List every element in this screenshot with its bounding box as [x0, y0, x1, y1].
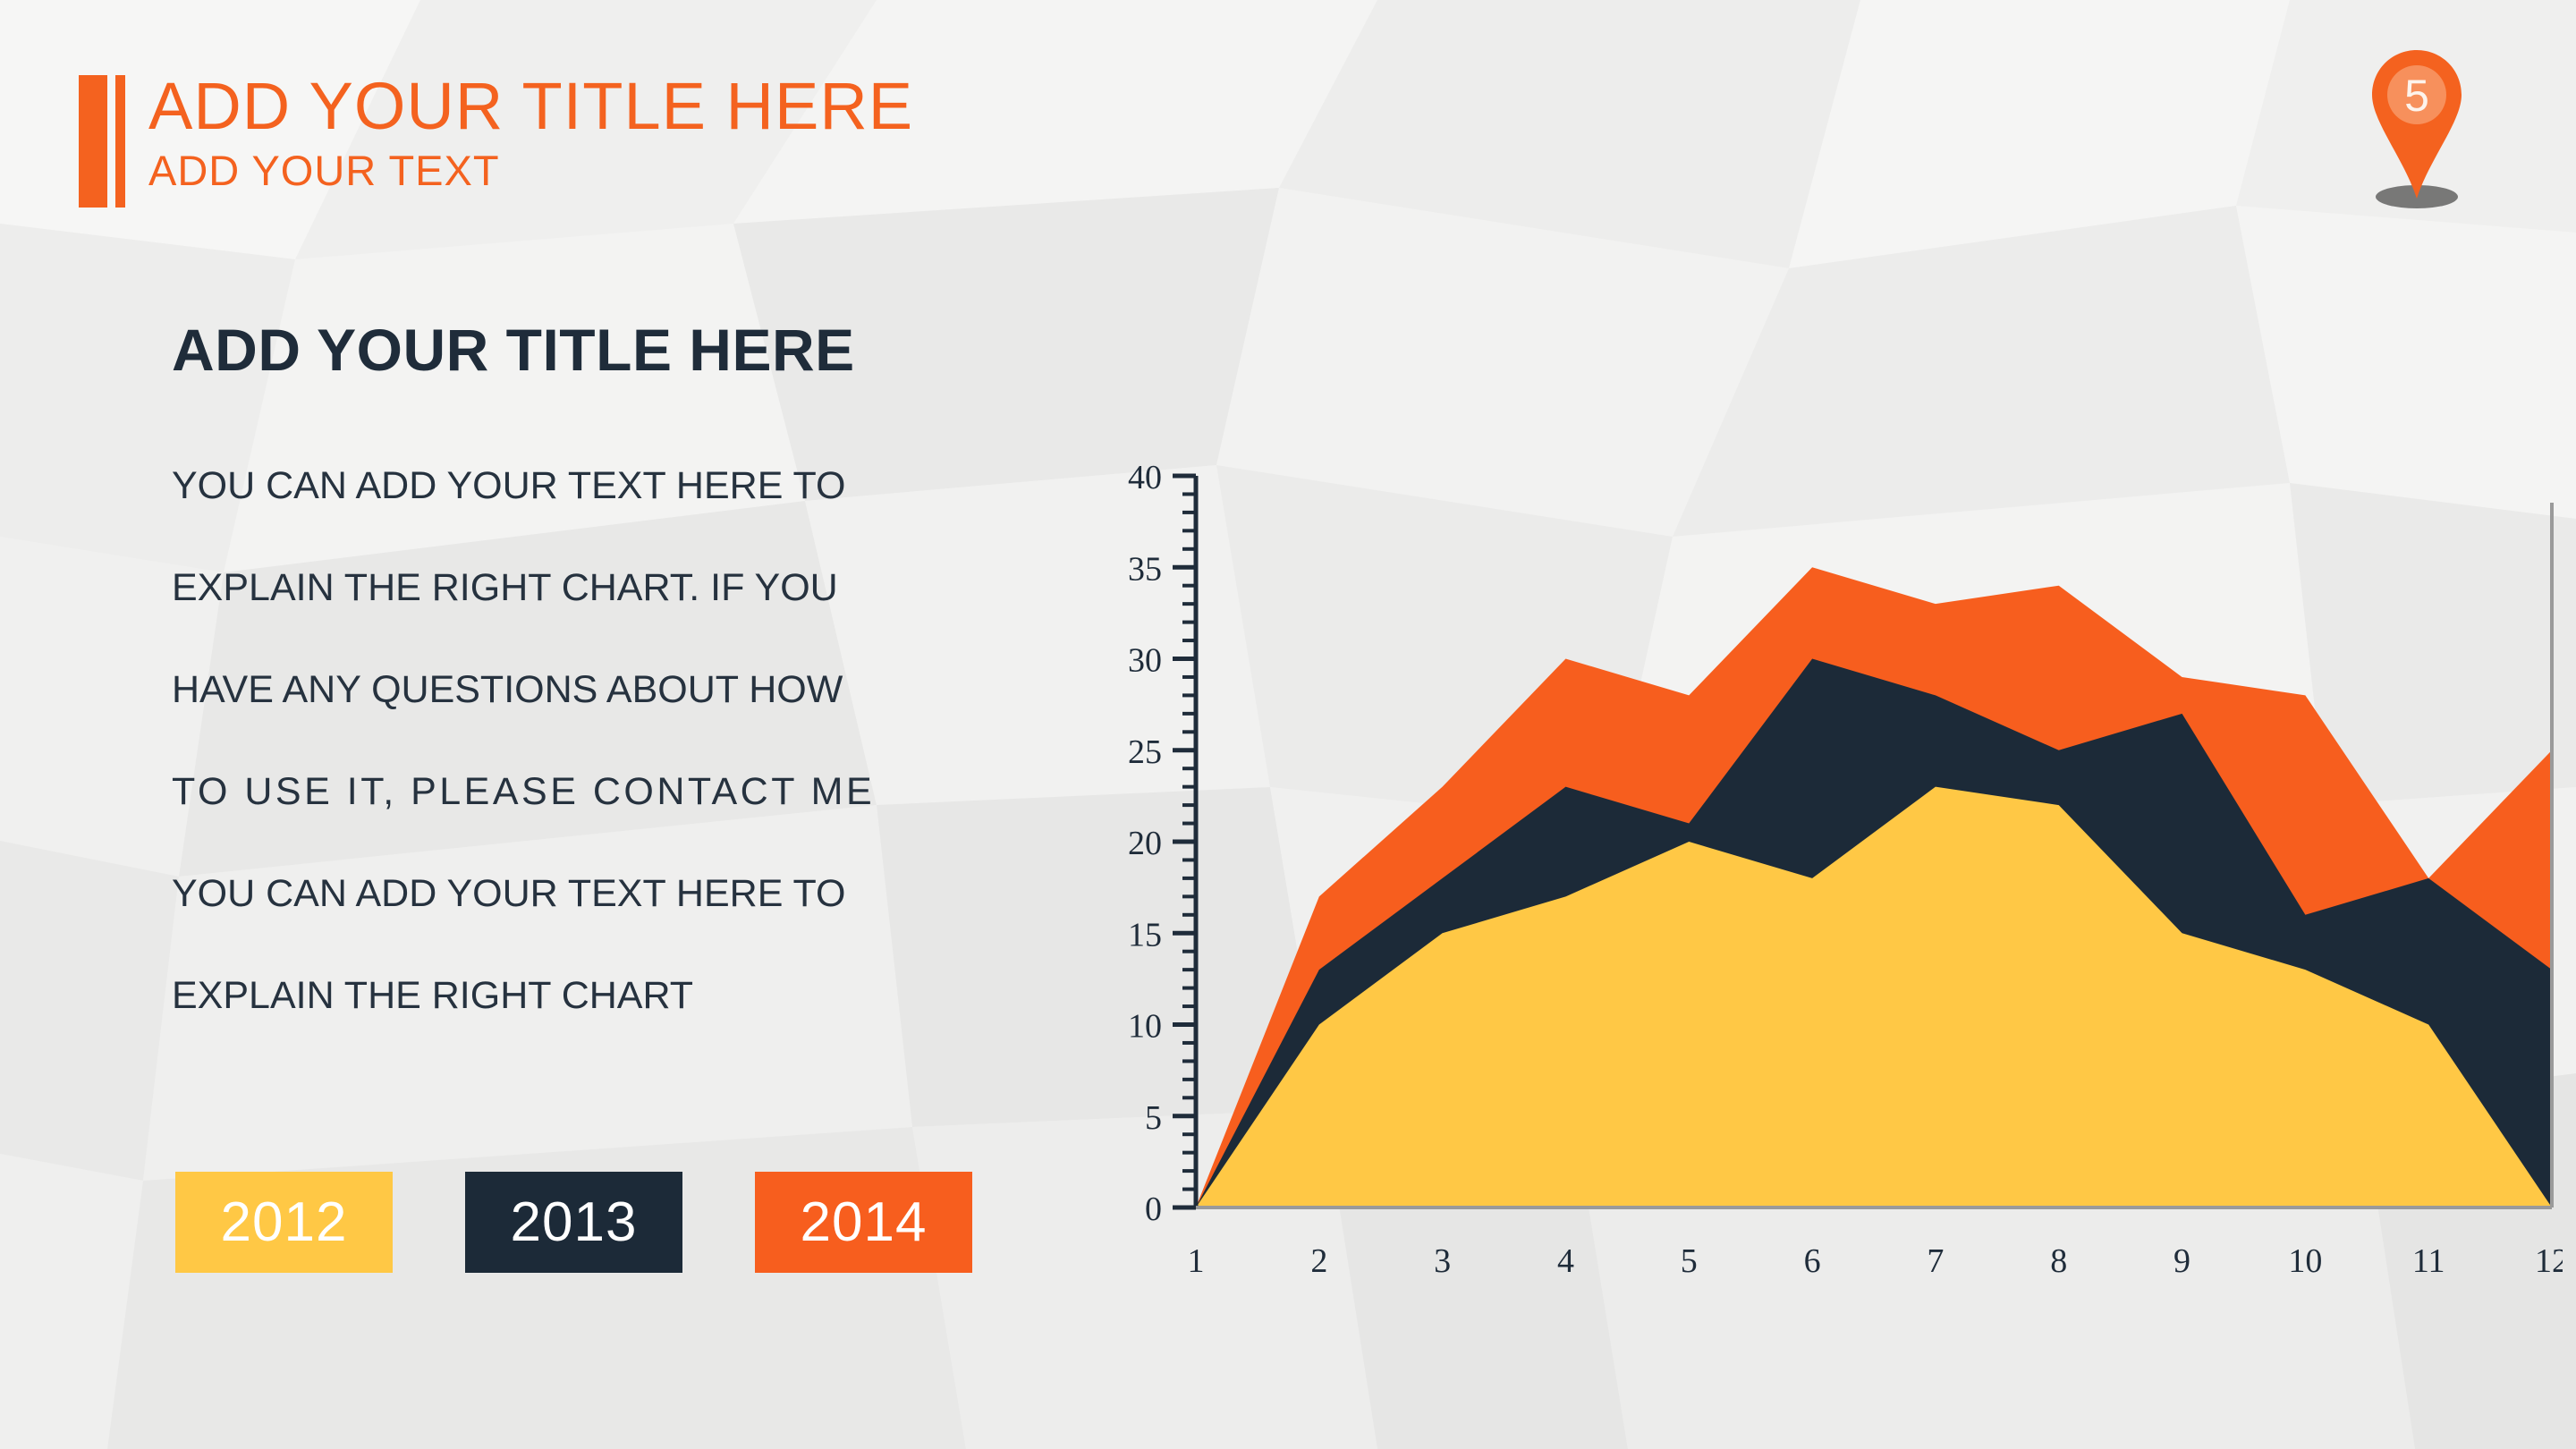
y-axis-tick-labels: 0 5 10 15 20 25 30 35 40 — [1128, 459, 1162, 1228]
paragraph-line: HAVE ANY QUESTIONS ABOUT HOW — [172, 668, 843, 711]
x-tick-label: 12 — [2535, 1242, 2563, 1280]
x-tick-label: 11 — [2412, 1242, 2445, 1280]
x-tick-label: 7 — [1927, 1242, 1944, 1280]
map-pin-icon: 5 — [2372, 50, 2462, 208]
x-tick-label: 10 — [2288, 1242, 2322, 1280]
y-tick-label: 15 — [1128, 916, 1162, 953]
paragraph-line: EXPLAIN THE RIGHT CHART — [172, 974, 694, 1017]
y-tick-label: 10 — [1128, 1008, 1162, 1046]
x-axis-tick-labels: 1 2 3 4 5 6 7 8 9 10 11 12 — [1188, 1242, 2563, 1280]
paragraph-line: EXPLAIN THE RIGHT CHART. IF YOU — [172, 566, 838, 609]
x-tick-label: 1 — [1188, 1242, 1205, 1280]
paragraph-line: TO USE IT, PLEASE CONTACT ME — [172, 770, 876, 813]
accent-bar-thin — [115, 75, 125, 208]
description-paragraph: YOU CAN ADD YOUR TEXT HERE TO EXPLAIN TH… — [172, 435, 1075, 1046]
area-series-2012 — [1196, 786, 2552, 1208]
x-tick-label: 3 — [1434, 1242, 1451, 1280]
legend-item-2012[interactable]: 2012 — [175, 1172, 393, 1273]
legend-item-2014[interactable]: 2014 — [755, 1172, 972, 1273]
x-tick-label: 2 — [1310, 1242, 1327, 1280]
header-title: ADD YOUR TITLE HERE — [148, 69, 914, 143]
y-tick-label: 25 — [1128, 733, 1162, 771]
y-tick-label: 0 — [1145, 1191, 1162, 1228]
x-tick-label: 8 — [2050, 1242, 2067, 1280]
paragraph-line: YOU CAN ADD YOUR TEXT HERE TO — [172, 872, 846, 915]
y-tick-label: 35 — [1128, 550, 1162, 588]
x-tick-label: 6 — [1804, 1242, 1821, 1280]
chart-series-group — [1196, 567, 2552, 1208]
chart-axes-group — [1173, 473, 2554, 1210]
legend-item-2013[interactable]: 2013 — [465, 1172, 682, 1273]
page-title: ADD YOUR TITLE HERE — [172, 317, 855, 383]
pin-number: 5 — [2404, 71, 2429, 121]
y-tick-label: 40 — [1128, 459, 1162, 496]
x-tick-label: 9 — [2174, 1242, 2190, 1280]
header-accent-bars — [79, 70, 125, 208]
y-tick-label: 20 — [1128, 825, 1162, 862]
x-tick-label: 5 — [1681, 1242, 1698, 1280]
legend-label: 2013 — [510, 1191, 638, 1253]
accent-bar-wide — [79, 75, 107, 208]
y-tick-label: 30 — [1128, 642, 1162, 680]
paragraph-line: YOU CAN ADD YOUR TEXT HERE TO — [172, 464, 846, 507]
legend-label: 2014 — [800, 1191, 928, 1253]
header-subtitle: ADD YOUR TEXT — [148, 147, 500, 194]
slide-header: ADD YOUR TITLE HERE ADD YOUR TEXT — [79, 70, 913, 208]
x-tick-label: 4 — [1557, 1242, 1574, 1280]
legend-label: 2012 — [220, 1191, 348, 1253]
area-chart: 0 5 10 15 20 25 30 35 40 1 2 3 4 5 6 7 8 9 10 11 12 — [1096, 456, 2563, 1315]
chart-legend: 2012 2013 2014 — [175, 1172, 972, 1273]
slide-number-pin: 5 — [2358, 43, 2476, 213]
left-content-column: ADD YOUR TITLE HERE YOU CAN ADD YOUR TEX… — [172, 315, 1075, 1046]
y-tick-label: 5 — [1145, 1099, 1162, 1137]
